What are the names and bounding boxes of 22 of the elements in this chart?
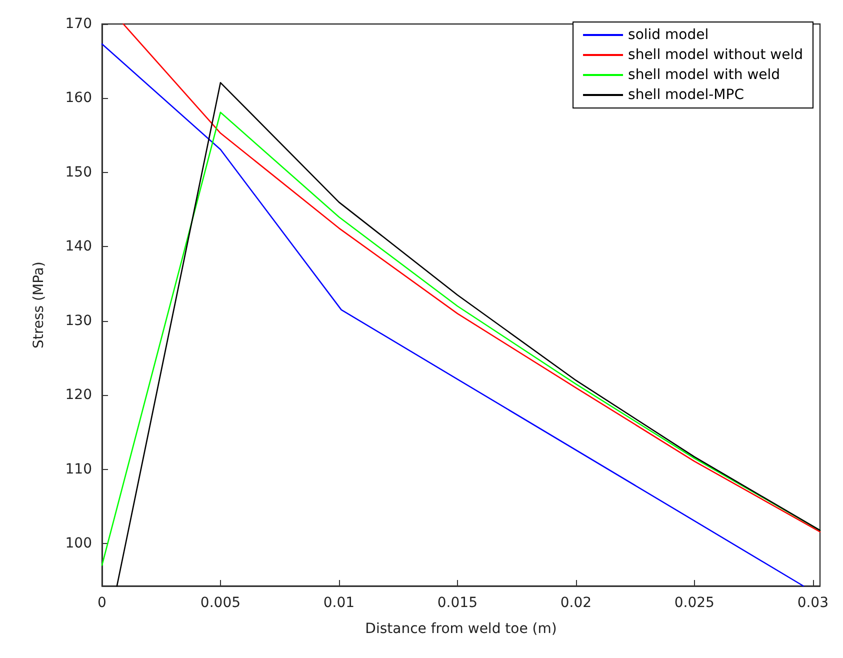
line-series	[122, 23, 821, 532]
y-tick-label: 110	[65, 461, 92, 478]
x-tick-label: 0.03	[797, 595, 828, 611]
y-tick-label: 160	[65, 90, 92, 106]
x-tick-label: 0.01	[323, 595, 355, 611]
x-tick-label: 0.025	[674, 595, 714, 611]
legend-label: shell model-MPC	[628, 87, 744, 103]
y-axis-title: Stress (MPa)	[31, 262, 47, 348]
y-tick-label: 150	[65, 164, 92, 180]
legend-label: solid model	[628, 27, 709, 43]
x-axis-title: Distance from weld toe (m)	[365, 621, 557, 637]
legend-label: shell model without weld	[628, 47, 804, 63]
y-tick-label: 100	[65, 536, 92, 552]
x-tick-label: 0.02	[560, 595, 592, 611]
x-tick-label: 0.015	[437, 595, 478, 611]
y-tick-label: 130	[65, 312, 92, 329]
y-tick-label: 170	[65, 16, 92, 32]
x-tick-label: 0	[98, 595, 106, 611]
y-tick-label: 140	[65, 238, 92, 255]
y-tick-label: 120	[65, 387, 92, 404]
x-tick-label: 0.005	[200, 595, 241, 611]
legend-label: shell model with weld	[628, 67, 780, 83]
